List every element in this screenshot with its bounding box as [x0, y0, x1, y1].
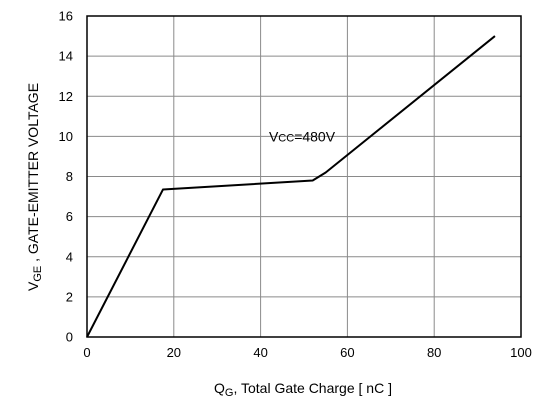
x-tick-label: 0 [83, 345, 90, 360]
y-axis-label-main: V [25, 281, 41, 291]
annotation-rest: =480V [294, 128, 336, 144]
y-axis-label-rest: , GATE-EMITTER VOLTAGE [25, 83, 41, 266]
y-tick-label: 10 [59, 129, 73, 144]
x-tick-label: 80 [427, 345, 441, 360]
x-tick-label: 40 [253, 345, 267, 360]
series-layer [86, 35, 496, 338]
tick-labels: 0 2 4 6 8 10 12 14 16 0 20 40 60 80 100 [59, 9, 532, 361]
x-tick-label: 60 [340, 345, 354, 360]
x-axis-label-main: Q [214, 380, 225, 396]
annotation-vcc: VCC=480V [269, 128, 336, 144]
y-tick-label: 12 [59, 89, 73, 104]
x-axis-label: QG, Total Gate Charge [ nC ] [214, 380, 392, 399]
y-tick-label: 4 [66, 249, 73, 264]
y-tick-label: 16 [59, 9, 73, 24]
plot-frame [86, 15, 522, 338]
x-tick-label: 100 [510, 345, 532, 360]
grid [86, 15, 522, 338]
y-tick-label: 2 [66, 289, 73, 304]
annotation-sub: CC [278, 132, 294, 144]
x-axis-label-sub: G [225, 387, 234, 399]
annotation-main: V [269, 128, 279, 144]
y-tick-label: 8 [66, 169, 73, 184]
x-axis-label-rest: , Total Gate Charge [ nC ] [233, 380, 392, 396]
y-tick-label: 6 [66, 209, 73, 224]
y-axis-label: VGE , GATE-EMITTER VOLTAGE [25, 83, 44, 291]
y-tick-label: 0 [66, 330, 73, 345]
y-axis-label-sub: GE [32, 266, 44, 282]
y-tick-label: 14 [59, 49, 73, 64]
x-tick-label: 20 [167, 345, 181, 360]
series-line [86, 35, 496, 338]
